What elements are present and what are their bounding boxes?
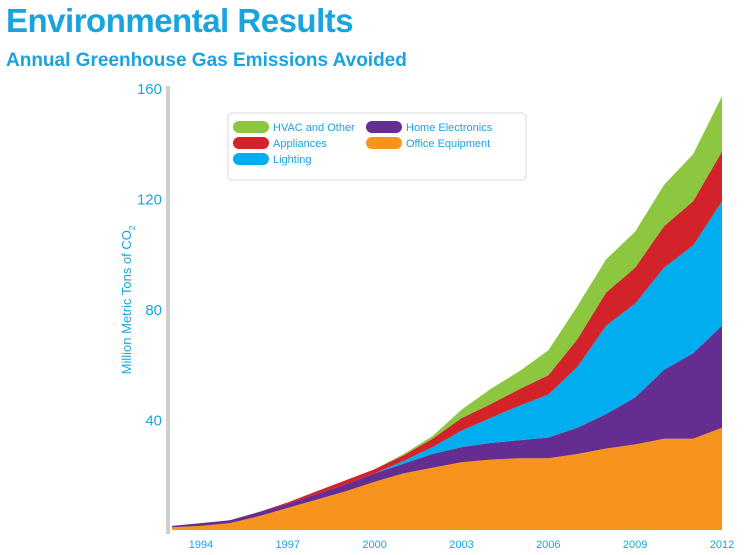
legend-swatch-hvac-and-other (233, 121, 269, 133)
legend-label-lighting: Lighting (273, 154, 312, 166)
legend-label-office-equipment: Office Equipment (406, 138, 490, 150)
x-tick-label: 2009 (623, 539, 647, 551)
area-home-electronics (172, 325, 722, 528)
y-axis-label-text: Million Metric Tons of CO (119, 230, 134, 374)
x-tick-label: 2006 (536, 539, 560, 551)
page-subtitle: Annual Greenhouse Gas Emissions Avoided (6, 50, 407, 71)
area-office-equipment (172, 427, 722, 530)
area-layers (172, 96, 722, 530)
x-tick-labels: 1994 1997 2000 2003 2006 2009 2012 (189, 539, 735, 551)
legend-label-hvac-and-other: HVAC and Other (273, 122, 355, 134)
x-tick-label: 1997 (276, 539, 300, 551)
x-tick-label: 2000 (362, 539, 386, 551)
y-tick-label: 160 (137, 81, 162, 98)
legend-label-appliances: Appliances (273, 138, 327, 150)
legend-swatch-appliances (233, 137, 269, 149)
y-axis-label: Million Metric Tons of CO2 (119, 225, 137, 374)
x-tick-label: 2003 (449, 539, 473, 551)
y-tick-label: 40 (145, 413, 162, 430)
legend-swatch-office-equipment (366, 137, 402, 149)
legend: HVAC and Other Home Electronics Appliances… (227, 112, 527, 181)
y-tick-label: 80 (145, 302, 162, 319)
area-lighting (172, 201, 722, 526)
y-tick-labels: 40 80 120 160 (137, 81, 162, 430)
legend-swatch-home-electronics (366, 121, 402, 133)
y-tick-label: 120 (137, 192, 162, 209)
y-axis-label-subscript: 2 (128, 225, 137, 230)
x-tick-label: 2012 (710, 539, 734, 551)
page-title: Environmental Results (6, 2, 354, 39)
legend-label-home-electronics: Home Electronics (406, 122, 493, 134)
x-tick-label: 1994 (189, 539, 213, 551)
legend-swatch-lighting (233, 153, 269, 165)
